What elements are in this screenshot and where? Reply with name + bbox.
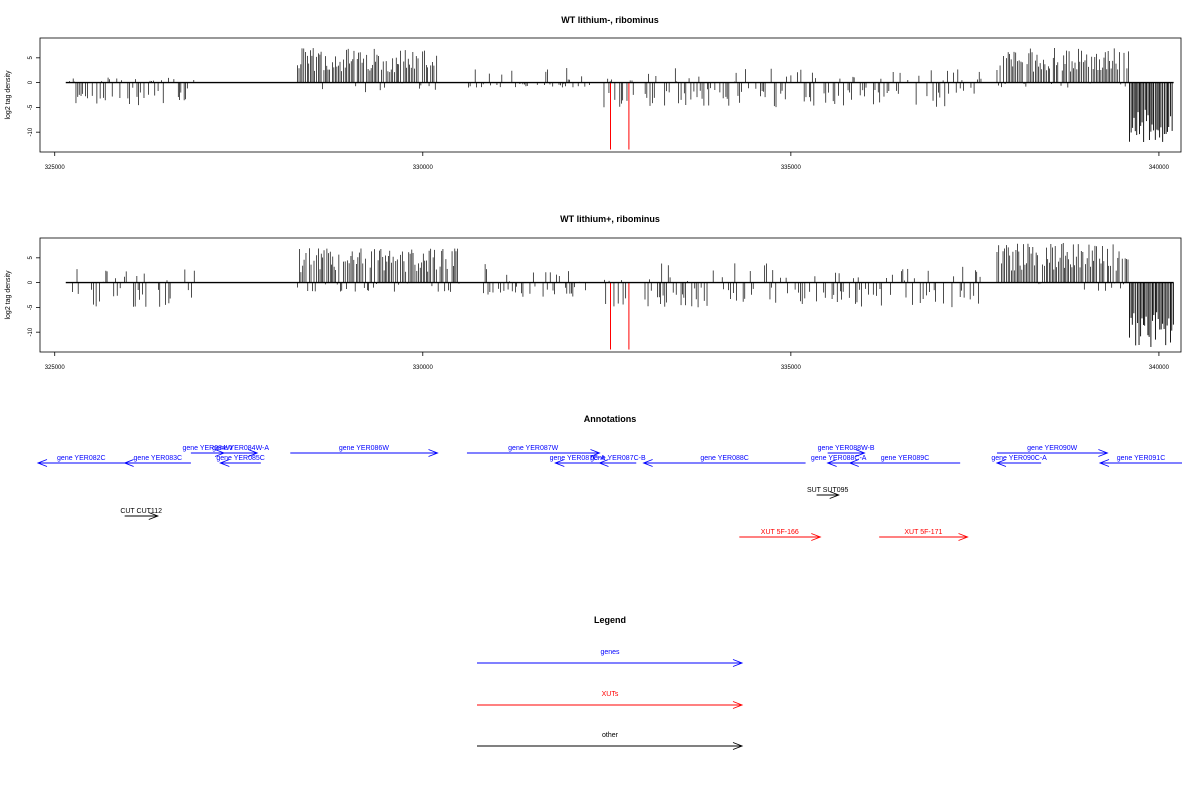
gene-feature-label: gene YER091C: [1117, 455, 1166, 462]
y-axis-label: log2 tag density: [5, 270, 12, 320]
gene-feature-label: gene YER087W: [508, 445, 558, 452]
marker-lines: [610, 282, 630, 350]
gene-feature-label: gene YER090C-A: [991, 455, 1047, 462]
gene-feature-label: gene YER083C: [134, 455, 183, 462]
track-title: WT lithium+, ribominus: [560, 214, 660, 224]
xut-feature-label: XUT 5F-166: [761, 529, 799, 536]
track-panel-lithium-plus: WT lithium+, ribominus log2 tag density …: [5, 214, 1182, 371]
gene-feature-arrowhead: [1098, 459, 1110, 467]
legend-items: genes XUTs other: [477, 649, 744, 750]
legend-label: other: [602, 732, 619, 739]
other-feature-label: SUT SUT095: [807, 487, 849, 494]
gene-feature-label: gene YER084W: [182, 445, 232, 452]
gene-feature-arrowhead: [554, 459, 565, 467]
gene-feature-label: gene YER087C-A: [550, 455, 606, 462]
gene-feature-arrowhead: [598, 459, 609, 467]
other-feature-label: CUT CUT112: [120, 508, 162, 515]
plot-frame: [39, 237, 1182, 353]
xut-feature-label: XUT 5F-171: [904, 529, 942, 536]
gene-feature-label: gene YER088C-A: [811, 455, 867, 462]
x-tick-label: 340000: [1149, 365, 1170, 371]
y-axis: 5 0 -5 -10: [28, 255, 40, 337]
legend-title: Legend: [594, 615, 626, 625]
legend-arrowhead: [732, 701, 744, 709]
gene-feature-arrowhead: [219, 459, 230, 467]
annotations-track: Annotations gene YER082C gene YER083C gene…: [36, 414, 1182, 541]
gene-feature-arrowhead: [855, 449, 866, 457]
plot-frame: [39, 37, 1182, 153]
x-axis: 325000 330000 335000 340000: [45, 152, 1170, 171]
annotations-title: Annotations: [584, 414, 637, 424]
gene-feature-label: gene YER087C-B: [590, 455, 646, 462]
x-tick-label: 325000: [45, 365, 66, 371]
gene-feature-arrowhead: [247, 449, 259, 457]
gene-feature-arrowhead: [1098, 449, 1109, 457]
x-axis: 325000 330000 335000 340000: [45, 352, 1170, 371]
gene-feature-arrowhead: [848, 459, 859, 467]
y-tick-label: -10: [28, 327, 34, 336]
y-tick-label: -10: [28, 127, 34, 136]
y-tick-label: 5: [28, 255, 34, 259]
gene-feature-label: gene YER088W-B: [818, 445, 875, 452]
legend-label: XUTs: [602, 691, 619, 698]
gene-feature-label: gene YER082C: [57, 455, 106, 462]
legend-label: genes: [600, 649, 620, 656]
legend-arrowhead: [732, 659, 744, 667]
gene-feature-label: gene YER088C: [700, 455, 749, 462]
x-tick-label: 340000: [1149, 165, 1170, 171]
legend: Legend genes XUTs other: [477, 615, 744, 750]
gene-feature-label: gene YER084W-A: [212, 445, 269, 452]
gene-feature-label: gene YER085C: [216, 455, 265, 462]
legend-arrowhead: [732, 742, 744, 750]
track-panel-lithium-minus: WT lithium-, ribominus log2 tag density …: [5, 15, 1182, 171]
gene-feature-arrowhead: [590, 449, 601, 457]
other-feature-arrowhead: [829, 491, 840, 499]
gene-feature-arrowhead: [826, 459, 837, 467]
y-tick-label: 0: [28, 80, 34, 84]
y-tick-label: -5: [28, 304, 34, 310]
track-title: WT lithium-, ribominus: [561, 15, 659, 25]
signal-bars: [72, 242, 1174, 347]
x-tick-label: 330000: [413, 365, 434, 371]
signal-bars: [69, 47, 1173, 143]
y-axis: 5 0 -5 -10: [28, 55, 40, 137]
gene-feature-arrowhead: [428, 449, 439, 457]
x-tick-label: 330000: [413, 165, 434, 171]
x-tick-label: 335000: [781, 165, 802, 171]
gene-feature-arrowhead: [36, 459, 48, 467]
xut-feature-arrowhead: [811, 533, 822, 541]
y-axis-label: log2 tag density: [5, 70, 12, 120]
other-feature-arrowhead: [148, 512, 160, 520]
gene-feature-label: gene YER089C: [881, 455, 930, 462]
x-tick-label: 335000: [781, 365, 802, 371]
gene-feature-label: gene YER086W: [339, 445, 389, 452]
y-tick-label: 5: [28, 55, 34, 59]
gene-feature-label: gene YER090W: [1027, 445, 1077, 452]
x-tick-label: 325000: [45, 165, 66, 171]
marker-lines: [610, 82, 630, 150]
gene-feature-arrowhead: [123, 459, 134, 467]
gene-feature-arrowhead: [642, 459, 653, 467]
gene-feature-arrowhead: [995, 459, 1007, 467]
y-tick-label: -5: [28, 104, 34, 110]
y-tick-label: 0: [28, 280, 34, 284]
xut-feature-arrowhead: [958, 533, 969, 541]
